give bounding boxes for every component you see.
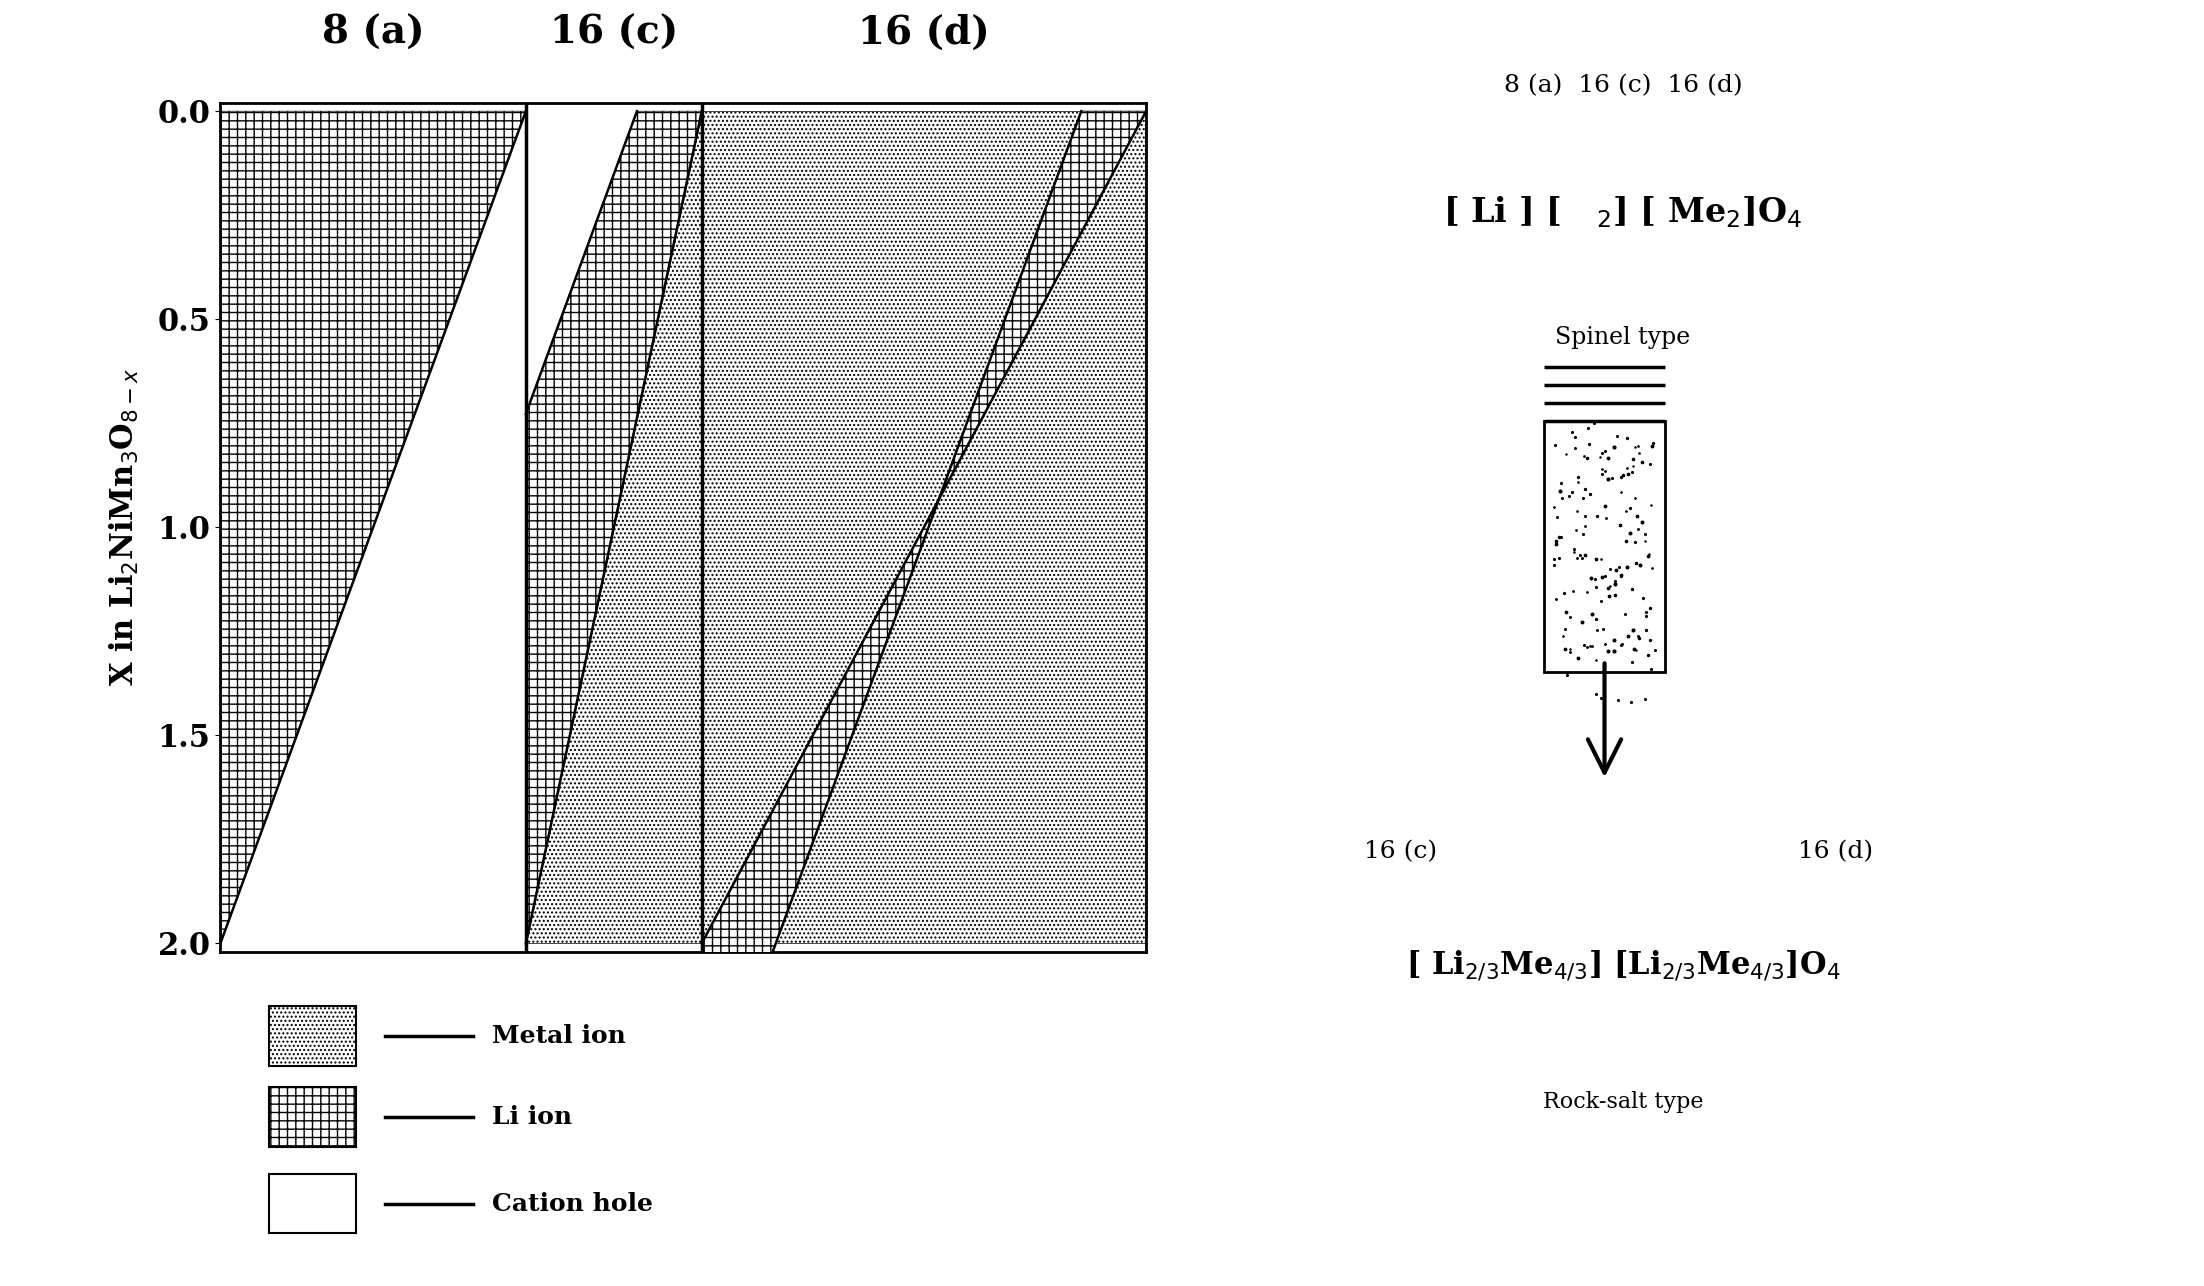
Polygon shape — [527, 111, 701, 944]
Text: 16 (c): 16 (c) — [549, 13, 679, 51]
Polygon shape — [220, 111, 527, 944]
Text: 16 (d): 16 (d) — [1798, 840, 1873, 863]
Text: 16 (d): 16 (d) — [857, 13, 990, 51]
Polygon shape — [701, 111, 1146, 944]
Text: Li ion: Li ion — [491, 1105, 573, 1129]
Polygon shape — [527, 111, 637, 414]
Polygon shape — [220, 111, 527, 944]
Text: Cation hole: Cation hole — [491, 1192, 652, 1215]
Text: 8 (a)  16 (c)  16 (d): 8 (a) 16 (c) 16 (d) — [1503, 75, 1743, 98]
Text: Spinel type: Spinel type — [1556, 325, 1690, 349]
Text: [ Li$_{2/3}$Me$_{4/3}$] [Li$_{2/3}$Me$_{4/3}$]O$_{4}$: [ Li$_{2/3}$Me$_{4/3}$] [Li$_{2/3}$Me$_{… — [1406, 948, 1840, 981]
Text: [ Li ] [   $_{2}$] [ Me$_{2}$]O$_{4}$: [ Li ] [ $_{2}$] [ Me$_{2}$]O$_{4}$ — [1444, 194, 1803, 230]
Y-axis label: X in Li$_2$NiMn$_3$O$_{8-x}$: X in Li$_2$NiMn$_3$O$_{8-x}$ — [108, 368, 141, 687]
Polygon shape — [269, 1174, 357, 1233]
Text: Rock-salt type: Rock-salt type — [1543, 1091, 1704, 1114]
Text: 16 (c): 16 (c) — [1364, 840, 1437, 863]
Text: 8 (a): 8 (a) — [322, 13, 425, 51]
Polygon shape — [527, 111, 701, 944]
Polygon shape — [269, 1088, 357, 1147]
Bar — [1545, 422, 1664, 673]
Text: Metal ion: Metal ion — [491, 1024, 626, 1048]
Polygon shape — [269, 1007, 357, 1066]
Polygon shape — [701, 111, 1146, 1145]
